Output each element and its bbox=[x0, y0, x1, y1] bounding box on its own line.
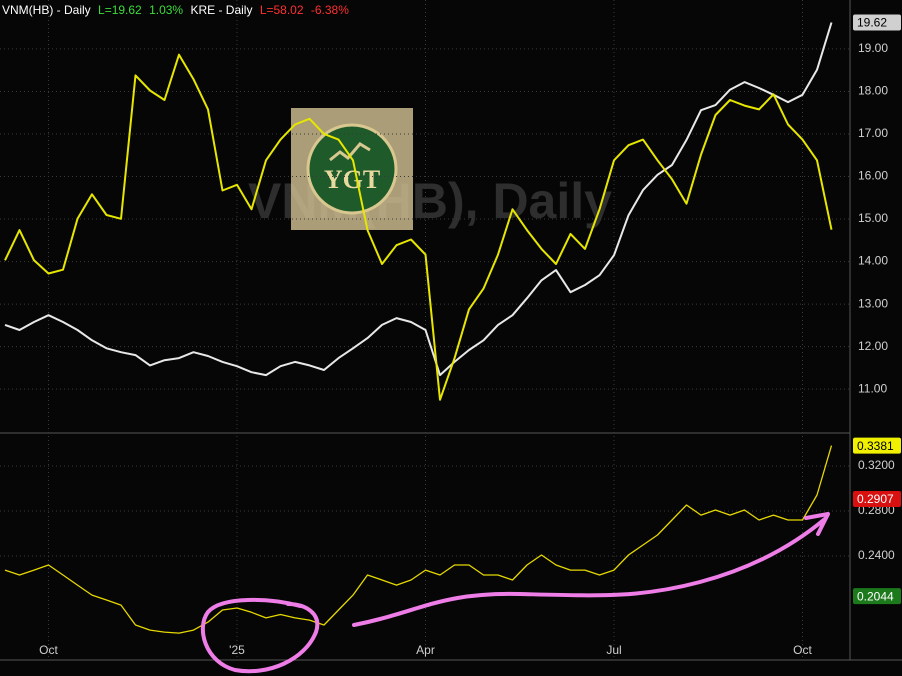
x-tick-label: Jul bbox=[606, 643, 621, 657]
price-tag bbox=[853, 588, 901, 605]
header: VNM(HB) - Daily L=19.62 1.03% KRE - Dail… bbox=[2, 3, 353, 17]
change: 1.03% bbox=[149, 3, 184, 17]
price-tag bbox=[853, 490, 901, 507]
x-tick-label: Oct bbox=[39, 643, 58, 657]
y-tick-label: 16.00 bbox=[858, 169, 888, 183]
last-value: L=58.02 bbox=[259, 3, 304, 17]
series-name: KRE - Daily bbox=[190, 3, 253, 17]
logo: YGT bbox=[291, 108, 413, 230]
series-line bbox=[4, 22, 833, 377]
price-tag-label: 0.2044 bbox=[857, 589, 894, 603]
annotation-arrow bbox=[352, 512, 830, 627]
plot: Oct '25 Apr Jul Oct 11.00 12.00 13.00 14.00 15.00… bbox=[0, 0, 901, 660]
series-line bbox=[4, 53, 833, 401]
y-tick-label: 12.00 bbox=[858, 339, 888, 353]
price-tag-label: 19.62 bbox=[857, 16, 887, 30]
y-tick-label: 0.3200 bbox=[858, 458, 895, 472]
price-tag-label: 0.2907 bbox=[857, 492, 894, 506]
annotation-circle bbox=[200, 597, 320, 674]
series-line bbox=[4, 445, 833, 634]
series-name: VNM(HB) - Daily bbox=[2, 3, 91, 17]
y-tick-label: 14.00 bbox=[858, 254, 888, 268]
x-tick-label: '25 bbox=[229, 643, 245, 657]
y-tick-label: 0.2400 bbox=[858, 548, 895, 562]
price-tag-label: 0.3381 bbox=[857, 439, 894, 453]
logo-text: YGT bbox=[324, 165, 380, 194]
logo-arrow bbox=[329, 142, 371, 162]
y-tick-label: 15.00 bbox=[858, 211, 888, 225]
logo-circle bbox=[306, 123, 398, 215]
y-tick-label: 19.00 bbox=[858, 41, 888, 55]
change: -6.38% bbox=[310, 3, 349, 17]
x-tick-label: Oct bbox=[793, 643, 812, 657]
last-value: L=19.62 bbox=[98, 3, 142, 17]
y-tick-label: 13.00 bbox=[858, 296, 888, 310]
x-tick-label: Apr bbox=[416, 643, 435, 657]
price-tag bbox=[853, 437, 901, 454]
y-tick-label: 17.00 bbox=[858, 126, 888, 140]
y-tick-label: 18.00 bbox=[858, 84, 888, 98]
price-tag bbox=[853, 14, 901, 31]
y-tick-label: 11.00 bbox=[858, 381, 887, 395]
